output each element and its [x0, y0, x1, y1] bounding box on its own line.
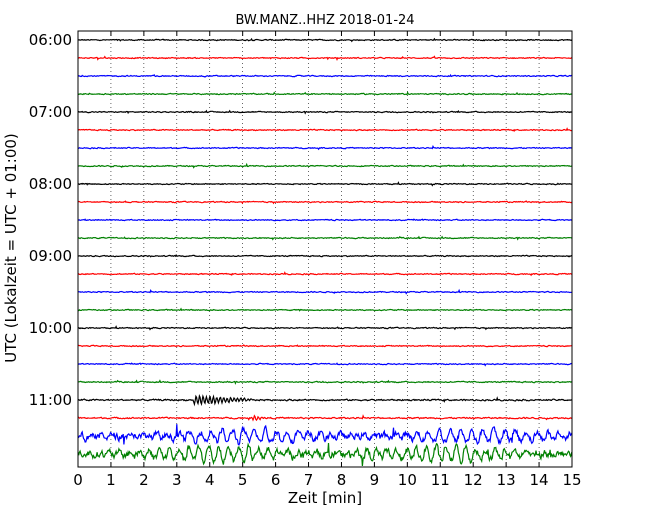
x-tick-label: 11	[431, 471, 450, 489]
y-tick-label: 06:00	[29, 31, 72, 49]
seismic-trace-0730	[78, 144, 573, 151]
seismic-trace-0700	[77, 109, 573, 115]
seismic-trace-0845	[78, 235, 573, 241]
seismic-trace-0930	[77, 288, 573, 295]
seismic-trace-1000	[77, 325, 573, 331]
grid-lines	[110, 31, 540, 467]
seismic-trace-0615	[77, 55, 572, 61]
seismic-trace-0800	[77, 181, 573, 187]
seismic-trace-0815	[77, 200, 573, 205]
x-tick-label: 10	[398, 471, 417, 489]
y-tick-label: 11:00	[29, 391, 72, 409]
x-tick-label: 8	[337, 471, 347, 489]
seismic-trace-1130	[77, 424, 573, 446]
x-tick-label: 7	[304, 471, 314, 489]
seismic-trace-1045	[77, 379, 573, 385]
chart-title: BW.MANZ..HHZ 2018-01-24	[235, 13, 414, 28]
seismic-trace-1015	[77, 344, 573, 348]
seismic-trace-0745	[78, 162, 573, 169]
x-tick-label: 12	[464, 471, 483, 489]
x-tick-label: 0	[73, 471, 83, 489]
seismic-trace-0830	[77, 218, 573, 222]
x-tick-label: 9	[370, 471, 380, 489]
seismic-trace-1145	[77, 442, 573, 467]
x-tick-label: 13	[497, 471, 516, 489]
y-ticks: 06:00 07:00 08:00 09:00 10:00 11:00	[29, 31, 572, 409]
x-tick-label: 2	[139, 471, 149, 489]
seismic-trace-0715	[77, 127, 572, 133]
x-tick-label: 6	[271, 471, 281, 489]
x-axis-label: Zeit [min]	[288, 489, 362, 507]
seismic-trace-0915	[77, 271, 573, 277]
y-tick-label: 08:00	[29, 175, 72, 193]
seismic-trace-1100	[77, 393, 573, 407]
seismic-trace-1030	[77, 362, 573, 367]
y-tick-label: 07:00	[29, 103, 72, 121]
y-axis-label: UTC (Lokalzeit = UTC + 01:00)	[2, 133, 20, 363]
seismic-trace-1115	[77, 414, 573, 422]
traces	[77, 37, 573, 467]
x-tick-label: 5	[238, 471, 248, 489]
x-tick-label: 14	[530, 471, 549, 489]
y-tick-label: 09:00	[29, 247, 72, 265]
y-tick-label: 10:00	[29, 319, 72, 337]
x-ticks: 0 1 2 3 4 5 6 7 8 9 10 11 12 13 14 15	[73, 31, 582, 489]
x-tick-label: 4	[205, 471, 215, 489]
seismic-trace-0900	[77, 253, 573, 258]
x-tick-label: 15	[562, 471, 581, 489]
seismic-trace-0645	[77, 91, 573, 96]
plot-frame	[77, 30, 573, 468]
x-tick-label: 3	[172, 471, 182, 489]
seismic-trace-0630	[77, 73, 573, 78]
seismic-trace-0600	[77, 37, 573, 43]
x-tick-label: 1	[106, 471, 116, 489]
seismic-trace-0945	[77, 307, 573, 312]
